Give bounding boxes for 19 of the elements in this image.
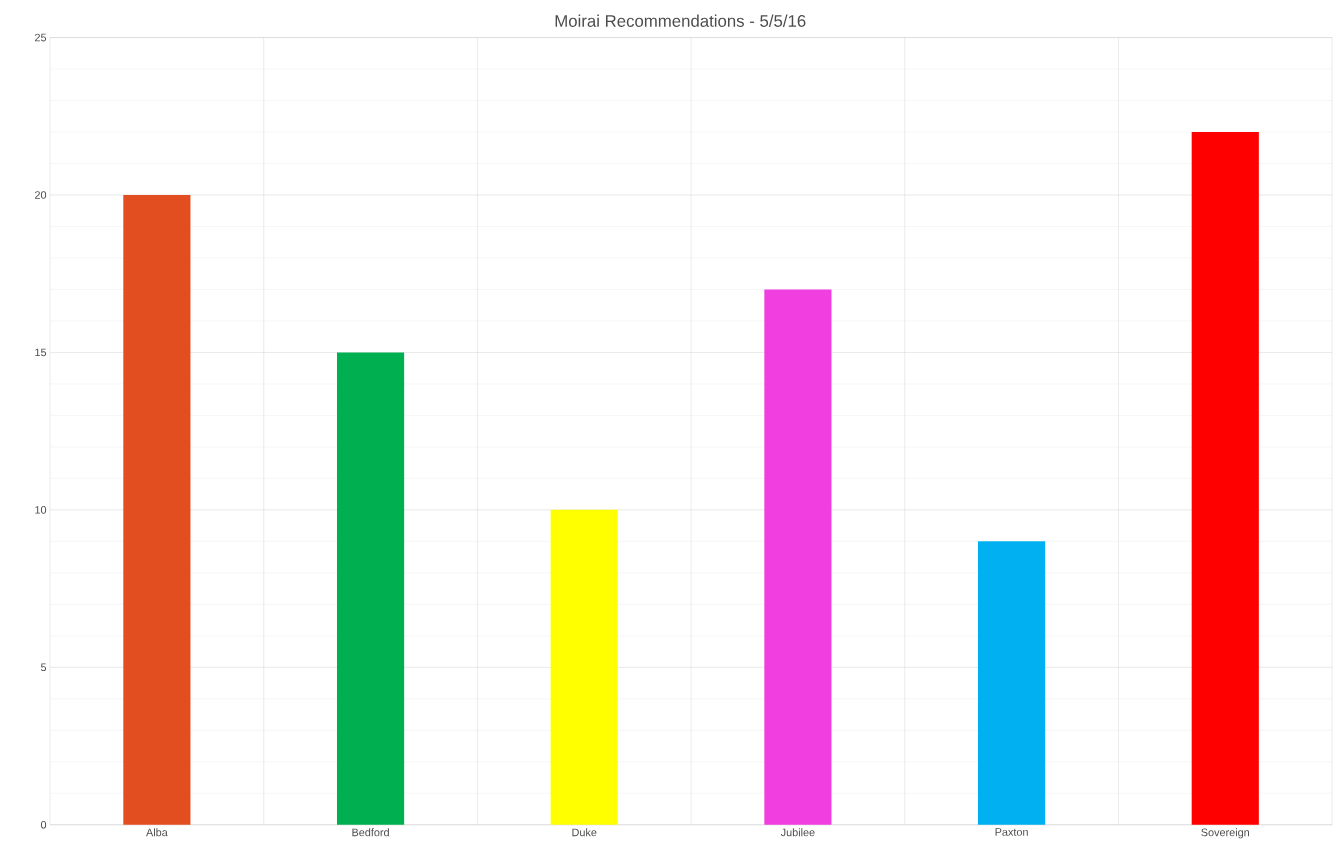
bar (764, 289, 832, 825)
x-tick-label: Sovereign (1201, 828, 1249, 839)
x-tick-label: Alba (146, 828, 168, 837)
y-tick-label: 20 (35, 190, 47, 199)
chart-title: Moirai Recommendations - 5/5/16 (555, 14, 806, 27)
x-tick-label: Jubilee (780, 828, 815, 837)
y-tick-label: 10 (35, 505, 47, 514)
bar (978, 541, 1046, 825)
y-tick-label: 15 (35, 348, 47, 357)
y-tick-label: 25 (35, 33, 47, 42)
x-tick-label: Paxton (995, 828, 1028, 836)
bar (550, 509, 618, 825)
y-tick-label: 0 (40, 820, 47, 829)
bar (123, 194, 191, 825)
x-tick-label: Duke (572, 828, 597, 837)
bar (1191, 131, 1259, 825)
y-tick-label: 5 (40, 663, 47, 671)
x-tick-label: Bedford (352, 828, 389, 837)
bar (336, 352, 405, 825)
